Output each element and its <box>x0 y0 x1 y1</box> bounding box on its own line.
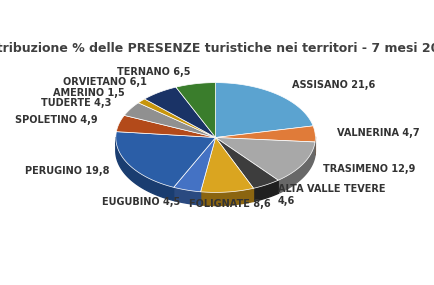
Polygon shape <box>115 132 215 187</box>
Text: SPOLETINO 4,9: SPOLETINO 4,9 <box>15 115 98 125</box>
Polygon shape <box>124 103 215 137</box>
Text: FOLIGNATE 8,6: FOLIGNATE 8,6 <box>189 199 270 209</box>
Text: VALNERINA 4,7: VALNERINA 4,7 <box>336 128 419 138</box>
Polygon shape <box>115 137 173 200</box>
Text: TUDERTE 4,3: TUDERTE 4,3 <box>41 97 112 107</box>
Title: Distribuzione % delle PRESENZE turistiche nei territori - 7 mesi 2024: Distribuzione % delle PRESENZE turistich… <box>0 42 434 54</box>
Polygon shape <box>215 137 278 188</box>
Polygon shape <box>215 137 314 180</box>
Text: PERUGINO 19,8: PERUGINO 19,8 <box>25 166 109 176</box>
Polygon shape <box>116 115 215 137</box>
Polygon shape <box>173 137 215 192</box>
Polygon shape <box>138 99 215 137</box>
Text: EUGUBINO 4,5: EUGUBINO 4,5 <box>102 197 180 207</box>
Polygon shape <box>175 83 215 137</box>
Polygon shape <box>200 137 253 192</box>
Polygon shape <box>173 187 200 205</box>
Text: TRASIMENO 12,9: TRASIMENO 12,9 <box>322 164 414 174</box>
Text: AMERINO 1,5: AMERINO 1,5 <box>53 88 125 98</box>
Polygon shape <box>278 142 314 194</box>
Text: TERNANO 6,5: TERNANO 6,5 <box>117 67 191 77</box>
Polygon shape <box>200 188 253 205</box>
Text: ALTA VALLE TEVERE
4,6: ALTA VALLE TEVERE 4,6 <box>277 184 384 206</box>
Polygon shape <box>215 83 312 137</box>
Text: ASSISANO 21,6: ASSISANO 21,6 <box>291 80 375 90</box>
Polygon shape <box>253 180 278 201</box>
Polygon shape <box>215 126 315 142</box>
Polygon shape <box>144 87 215 137</box>
Text: ORVIETANO 6,1: ORVIETANO 6,1 <box>63 77 147 87</box>
